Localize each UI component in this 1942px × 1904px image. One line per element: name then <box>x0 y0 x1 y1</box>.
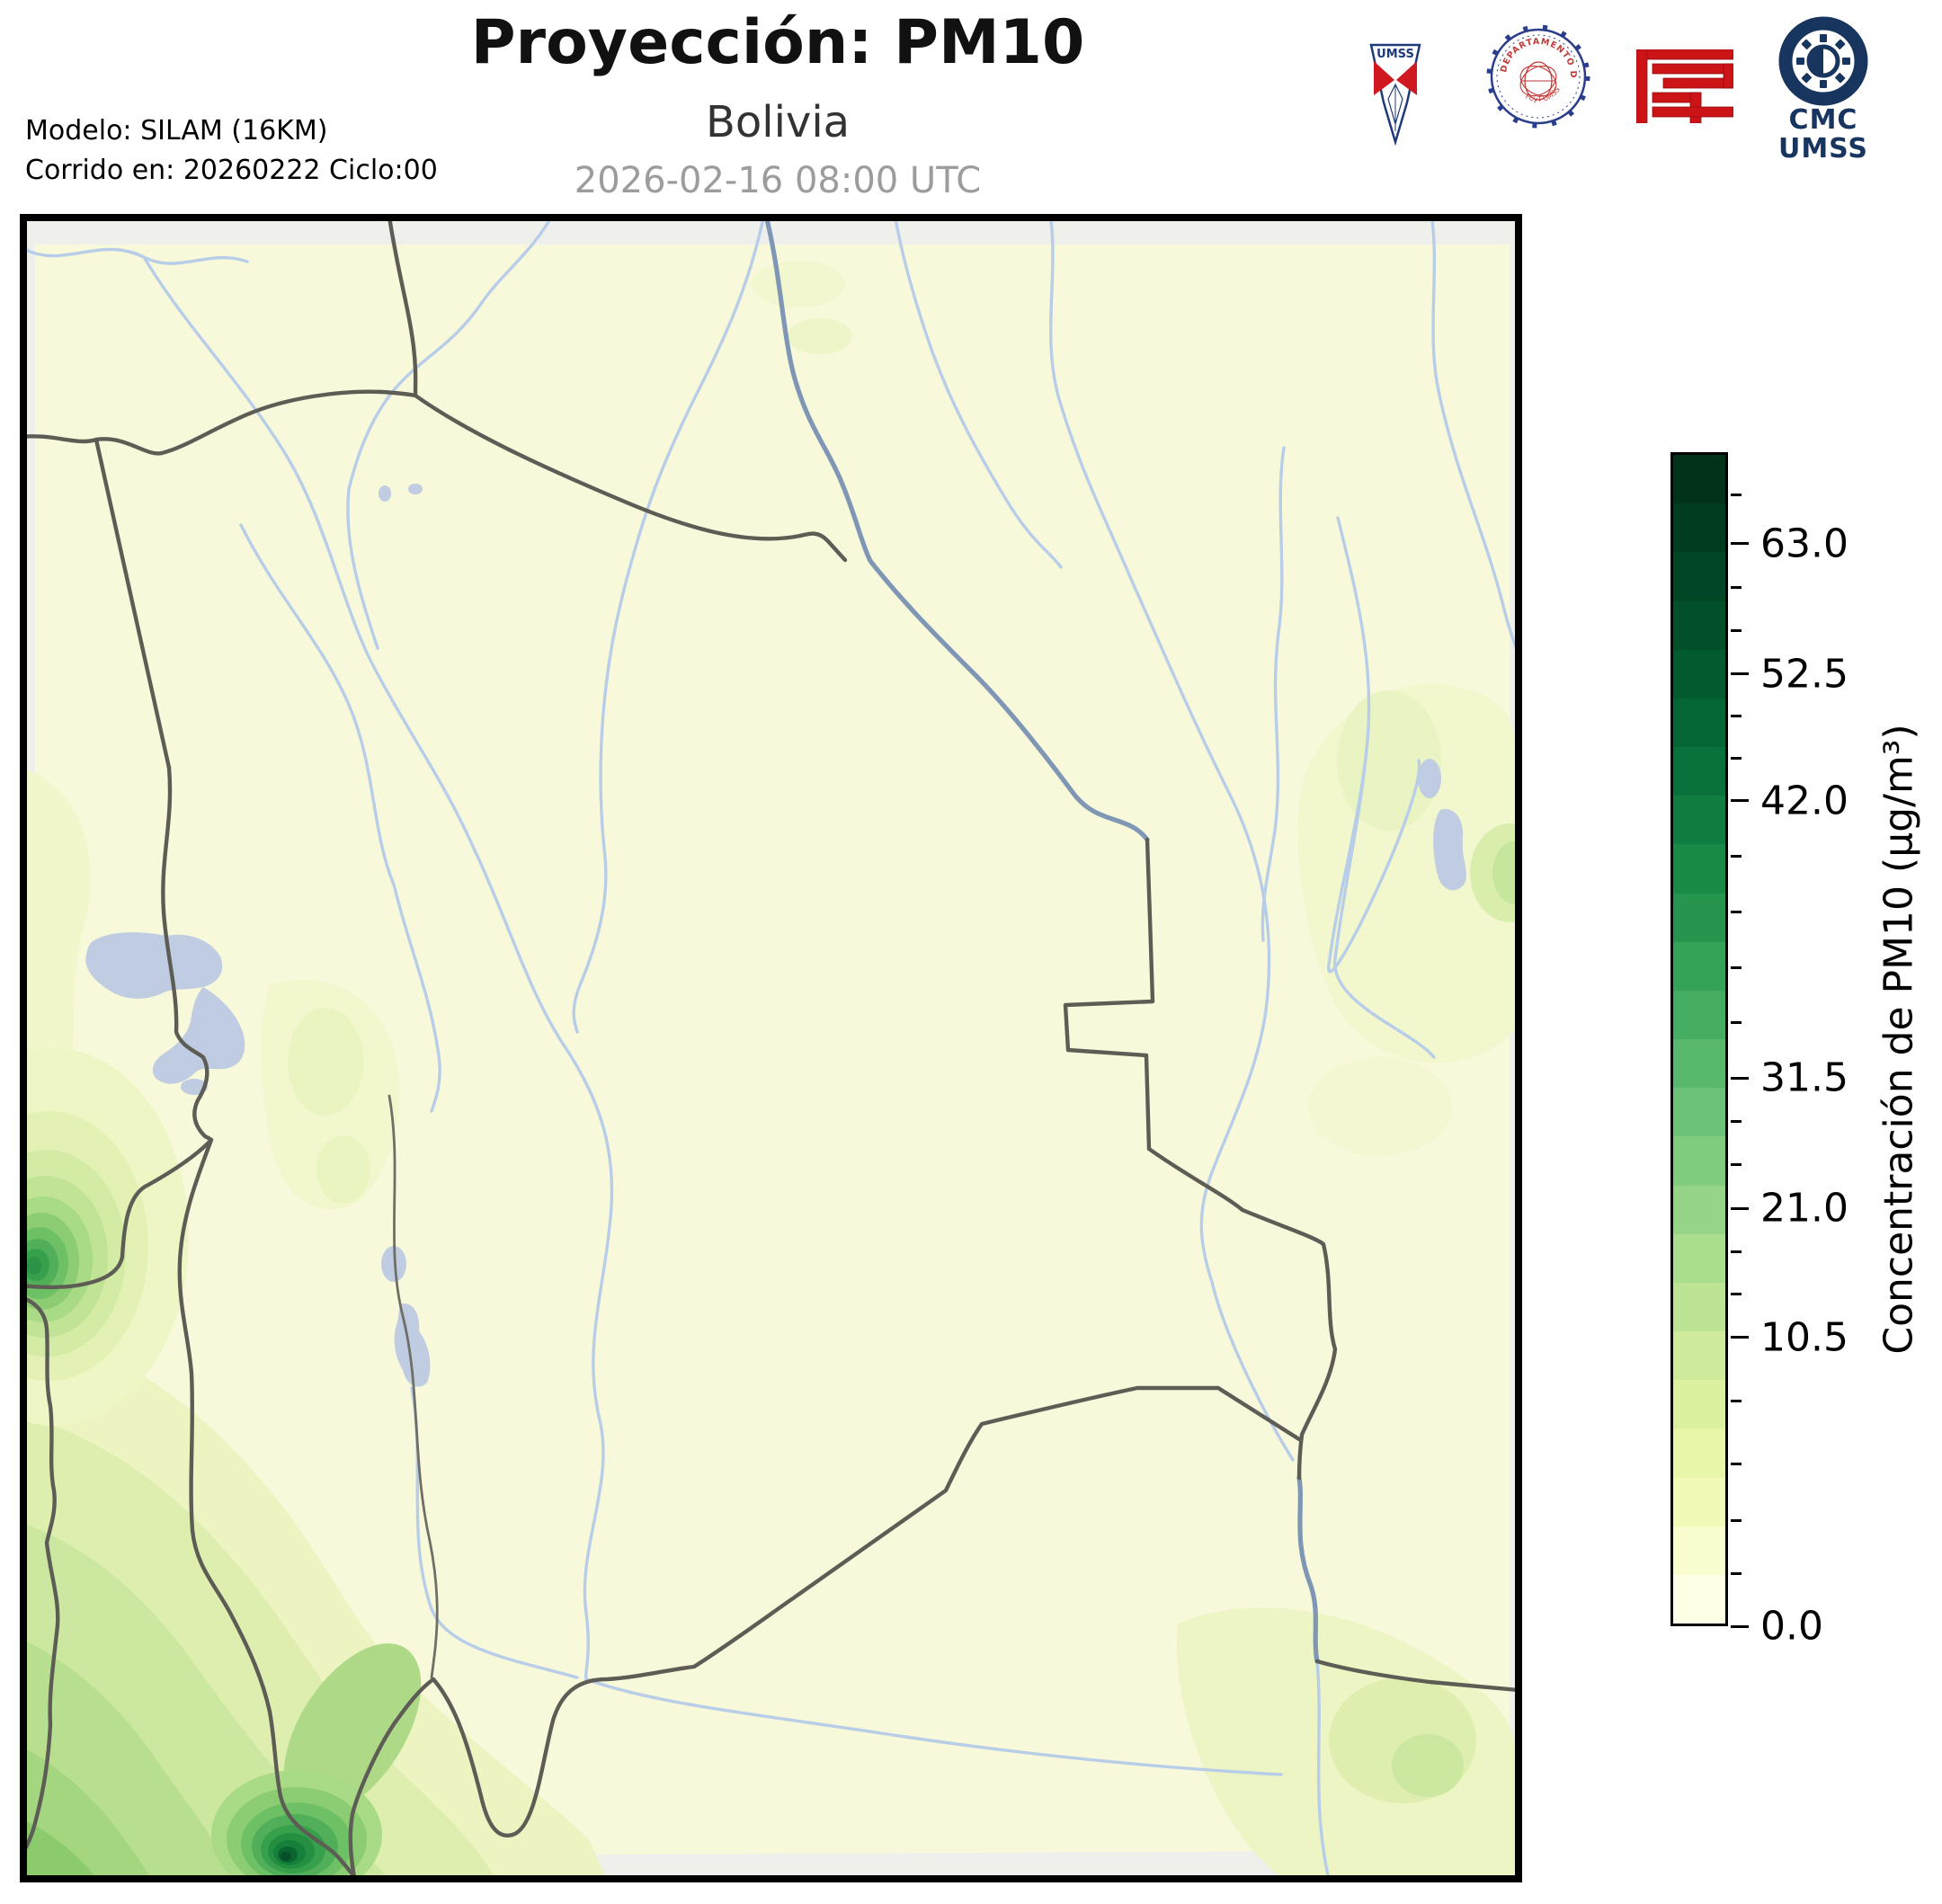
colorbar-segment <box>1673 990 1725 1040</box>
colorbar-minor-tick <box>1731 1571 1742 1575</box>
umss-pennant-logo: UMSS <box>1369 43 1421 146</box>
colorbar-tick-label: 31.5 <box>1760 1054 1848 1101</box>
colorbar-segment <box>1673 1380 1725 1429</box>
colorbar-segment <box>1673 941 1725 991</box>
colorbar-major-tick <box>1731 542 1749 546</box>
cmc-line1: CMC <box>1788 104 1858 136</box>
fcyt-red-logo <box>1636 49 1733 123</box>
colorbar-minor-tick <box>1731 911 1742 914</box>
colorbar-minor-tick <box>1731 965 1742 969</box>
colorbar-minor-tick <box>1731 1292 1742 1295</box>
colorbar-segment <box>1673 1331 1725 1381</box>
colorbar-minor-tick <box>1731 493 1742 496</box>
colorbar-minor-tick <box>1731 757 1742 761</box>
colorbar-segment <box>1673 601 1725 650</box>
colorbar-major-tick <box>1731 1076 1749 1080</box>
colorbar-segment <box>1673 552 1725 601</box>
colorbar-segment <box>1673 1185 1725 1234</box>
colorbar-segment <box>1673 1477 1725 1526</box>
pm10-west-hotspot <box>27 1048 189 1426</box>
colorbar-segment <box>1673 1136 1725 1186</box>
colorbar-tick-label: 21.0 <box>1760 1185 1848 1232</box>
colorbar-segment <box>1673 844 1725 894</box>
colorbar-minor-tick <box>1731 1163 1742 1167</box>
fisica-seal-logo: DEPARTAMENTO DE FÍSICA FCyT-UMSS <box>1485 23 1590 129</box>
pm10-southwest-field <box>27 1327 605 1875</box>
colorbar-tick-label: 0.0 <box>1760 1603 1823 1650</box>
colorbar-minor-tick <box>1731 629 1742 632</box>
cmc-gear-icon <box>1778 16 1868 106</box>
colorbar-segment <box>1673 1088 1725 1137</box>
lakes <box>85 484 1466 1387</box>
colorbar-minor-tick <box>1731 585 1742 589</box>
colorbar-minor-tick <box>1731 1399 1742 1402</box>
colorbar-tick-label: 42.0 <box>1760 778 1848 824</box>
colorbar-segment <box>1673 1039 1725 1089</box>
colorbar-minor-tick <box>1731 1021 1742 1025</box>
colorbar-segment <box>1673 1574 1725 1624</box>
colorbar-segment <box>1673 1233 1725 1283</box>
colorbar-ticks <box>1731 452 1758 1628</box>
colorbar-segment <box>1673 649 1725 698</box>
page-subtitle: Bolivia <box>705 97 851 147</box>
model-name: Modelo: SILAM (16KM) <box>25 115 328 147</box>
colorbar-segment <box>1673 747 1725 796</box>
colorbar-major-tick <box>1731 1206 1749 1210</box>
colorbar-segment <box>1673 796 1725 845</box>
colorbar-tick-labels: 63.0 52.5 42.0 31.5 21.0 10.5 0.0 <box>1760 452 1895 1649</box>
colorbar-major-tick <box>1731 1624 1749 1628</box>
colorbar-minor-tick <box>1731 1463 1742 1466</box>
colorbar-major-tick <box>1731 672 1749 676</box>
colorbar <box>1670 452 1728 1626</box>
colorbar-minor-tick <box>1731 854 1742 858</box>
colorbar-tick-label: 52.5 <box>1760 651 1848 698</box>
colorbar-major-tick <box>1731 799 1749 803</box>
map-canvas <box>20 214 1522 1882</box>
page-title: Proyección: PM10 <box>470 7 1085 78</box>
cmc-line2: UMSS <box>1777 133 1869 165</box>
colorbar-tick-label: 10.5 <box>1760 1314 1848 1361</box>
colorbar-major-tick <box>1731 1336 1749 1339</box>
cmc-umss-wordmark: CMC UMSS <box>1768 106 1879 164</box>
colorbar-segment <box>1673 1428 1725 1478</box>
national-borders <box>27 221 1515 1875</box>
bolivia-pm10-map <box>27 221 1515 1875</box>
colorbar-segment <box>1673 893 1725 942</box>
model-info: Modelo: SILAM (16KM) Corrido en: 2026022… <box>25 111 438 191</box>
border-rivers <box>764 221 1320 1664</box>
colorbar-minor-tick <box>1731 715 1742 718</box>
colorbar-axis-label: Concentración de PM10 (µg/m³) <box>1875 724 1922 1355</box>
colorbar-minor-tick <box>1731 1250 1742 1253</box>
colorbar-segment <box>1673 455 1725 504</box>
model-run: Corrido en: 20260222 Ciclo:00 <box>25 155 438 186</box>
colorbar-tick-label: 63.0 <box>1760 520 1848 567</box>
colorbar-segment <box>1673 698 1725 748</box>
colorbar-minor-tick <box>1731 1119 1742 1123</box>
colorbar-minor-tick <box>1731 1518 1742 1522</box>
colorbar-segment <box>1673 1526 1725 1575</box>
colorbar-segment <box>1673 503 1725 553</box>
forecast-datetime: 2026-02-16 08:00 UTC <box>574 160 982 201</box>
umss-pennant-label: UMSS <box>1376 48 1414 61</box>
department-borders <box>388 1094 439 1679</box>
colorbar-segment <box>1673 1282 1725 1332</box>
